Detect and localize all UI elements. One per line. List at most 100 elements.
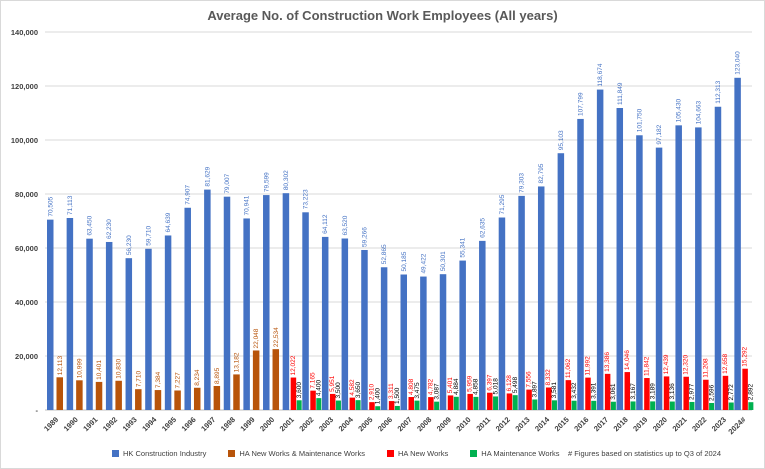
- data-label-hk-construction: 63,450: [87, 215, 94, 235]
- data-label-hk-construction: 59,266: [361, 227, 368, 247]
- bar-ha-combined: [154, 390, 162, 410]
- bar-hk-construction: [636, 135, 643, 410]
- data-label-ha-new-works: 6,397: [486, 374, 493, 391]
- y-tick-label: 60,000: [15, 244, 38, 253]
- x-tick-label: 2006: [376, 415, 394, 433]
- data-label-ha-new-works: 7,165: [310, 372, 317, 389]
- legend-swatch: [470, 450, 478, 457]
- data-label-hk-construction: 50,301: [440, 251, 447, 271]
- bar-ha-new-works: [290, 377, 297, 410]
- data-label-ha-new-works: 11,062: [565, 358, 572, 378]
- data-label-ha-maintenance: 3,189: [649, 383, 656, 400]
- legend-label: HK Construction Industry: [123, 449, 207, 458]
- data-label-hk-construction: 52,865: [381, 244, 388, 264]
- bar-ha-new-works: [545, 387, 552, 410]
- bar-ha-combined: [174, 390, 181, 410]
- chart-title: Average No. of Construction Work Employe…: [207, 8, 558, 23]
- bar-hk-construction: [243, 218, 250, 410]
- bar-ha-maintenance: [571, 400, 577, 410]
- legend-label: HA New Works & Maintenance Works: [239, 449, 365, 458]
- data-label-ha-new-works: 7,556: [526, 371, 533, 388]
- x-tick-label: 2007: [396, 415, 414, 433]
- data-label-ha-new-works: 15,292: [742, 346, 749, 366]
- data-label-ha-maintenance: 2,596: [708, 384, 715, 401]
- data-label-hk-construction: 71,113: [67, 195, 74, 215]
- bar-ha-maintenance: [689, 401, 695, 410]
- data-label-hk-construction: 71,295: [499, 194, 506, 214]
- x-tick-label: 2001: [278, 415, 296, 433]
- bar-ha-maintenance: [610, 401, 616, 410]
- data-label-hk-construction: 49,422: [420, 253, 427, 273]
- data-label-hk-construction: 63,520: [342, 215, 349, 235]
- bar-hk-construction: [596, 89, 604, 410]
- x-tick-label: 2008: [415, 415, 433, 433]
- chart-footnote: # Figures based on statistics up to Q3 o…: [568, 449, 722, 458]
- bar-ha-combined: [76, 380, 83, 410]
- bar-hk-construction: [675, 125, 682, 411]
- x-tick-label: 2022: [690, 415, 708, 433]
- data-label-hk-construction: 55,341: [460, 237, 467, 257]
- data-label-ha-new-works: 2,910: [368, 383, 375, 400]
- data-label-ha-new-works: 5,401: [447, 377, 454, 394]
- data-label-ha-new-works: 4,582: [349, 379, 356, 396]
- x-tick-label: 2000: [258, 415, 276, 433]
- bar-hk-construction: [557, 153, 565, 410]
- legend-swatch: [228, 450, 236, 457]
- x-tick-label: 1998: [219, 415, 237, 433]
- data-label-hk-construction: 79,303: [519, 173, 526, 193]
- bar-ha-new-works: [683, 376, 689, 410]
- bar-ha-new-works: [742, 368, 748, 410]
- bar-ha-maintenance: [669, 401, 675, 410]
- data-label-ha-maintenance: 3,475: [414, 382, 421, 399]
- bar-ha-maintenance: [296, 400, 302, 410]
- data-label-ha-maintenance: 3,061: [610, 383, 617, 400]
- bar-ha-maintenance: [532, 399, 538, 410]
- data-label-ha-maintenance: 3,167: [630, 383, 637, 400]
- bar-hk-construction: [400, 274, 407, 410]
- bar-ha-maintenance: [709, 402, 715, 410]
- data-label-hk-construction: 107,799: [578, 92, 585, 116]
- data-label-ha-new-works: 13,386: [604, 352, 611, 372]
- x-tick-label: 2015: [553, 415, 571, 433]
- data-label-ha-combined: 7,710: [135, 371, 142, 388]
- data-label-hk-construction: 50,185: [401, 251, 408, 271]
- data-label-ha-combined: 22,534: [273, 327, 280, 347]
- data-label-ha-new-works: 12,320: [683, 354, 690, 374]
- data-label-ha-combined: 22,048: [253, 328, 260, 348]
- legend-label: HA New Works: [397, 449, 449, 458]
- bar-hk-construction: [439, 274, 447, 410]
- data-label-ha-combined: 10,830: [116, 358, 123, 378]
- data-label-hk-construction: 74,907: [185, 184, 192, 204]
- x-tick-label: 1991: [81, 415, 99, 433]
- bar-hk-construction: [537, 186, 545, 410]
- bar-hk-construction: [655, 147, 663, 411]
- bar-hk-construction: [302, 212, 309, 410]
- data-label-ha-combined: 12,113: [57, 356, 64, 376]
- data-label-hk-construction: 62,230: [106, 219, 113, 239]
- bar-ha-new-works: [703, 379, 709, 410]
- data-label-hk-construction: 95,103: [558, 130, 565, 150]
- data-label-ha-new-works: 5,951: [329, 375, 336, 392]
- data-label-ha-new-works: 4,782: [427, 378, 434, 395]
- bar-hk-construction: [223, 196, 231, 410]
- bar-ha-maintenance: [630, 401, 636, 410]
- legend-swatch: [386, 450, 394, 457]
- bar-ha-new-works: [565, 380, 572, 410]
- data-label-ha-maintenance: 1,400: [374, 388, 381, 405]
- bar-ha-maintenance: [748, 402, 754, 410]
- x-tick-label: 2012: [494, 415, 512, 433]
- bar-ha-maintenance: [591, 400, 597, 410]
- x-tick-label: 2020: [651, 415, 669, 433]
- bar-hk-construction: [479, 240, 486, 410]
- bar-ha-combined: [272, 349, 280, 410]
- bar-hk-construction: [105, 241, 113, 410]
- bar-hk-construction: [47, 219, 54, 410]
- bar-ha-maintenance: [650, 401, 656, 410]
- bar-hk-construction: [164, 235, 172, 410]
- data-label-ha-new-works: 11,842: [643, 356, 650, 376]
- bar-hk-construction: [341, 238, 349, 410]
- bar-ha-new-works: [467, 393, 473, 410]
- data-label-ha-combined: 13,182: [234, 352, 241, 372]
- data-label-ha-maintenance: 3,581: [551, 382, 558, 399]
